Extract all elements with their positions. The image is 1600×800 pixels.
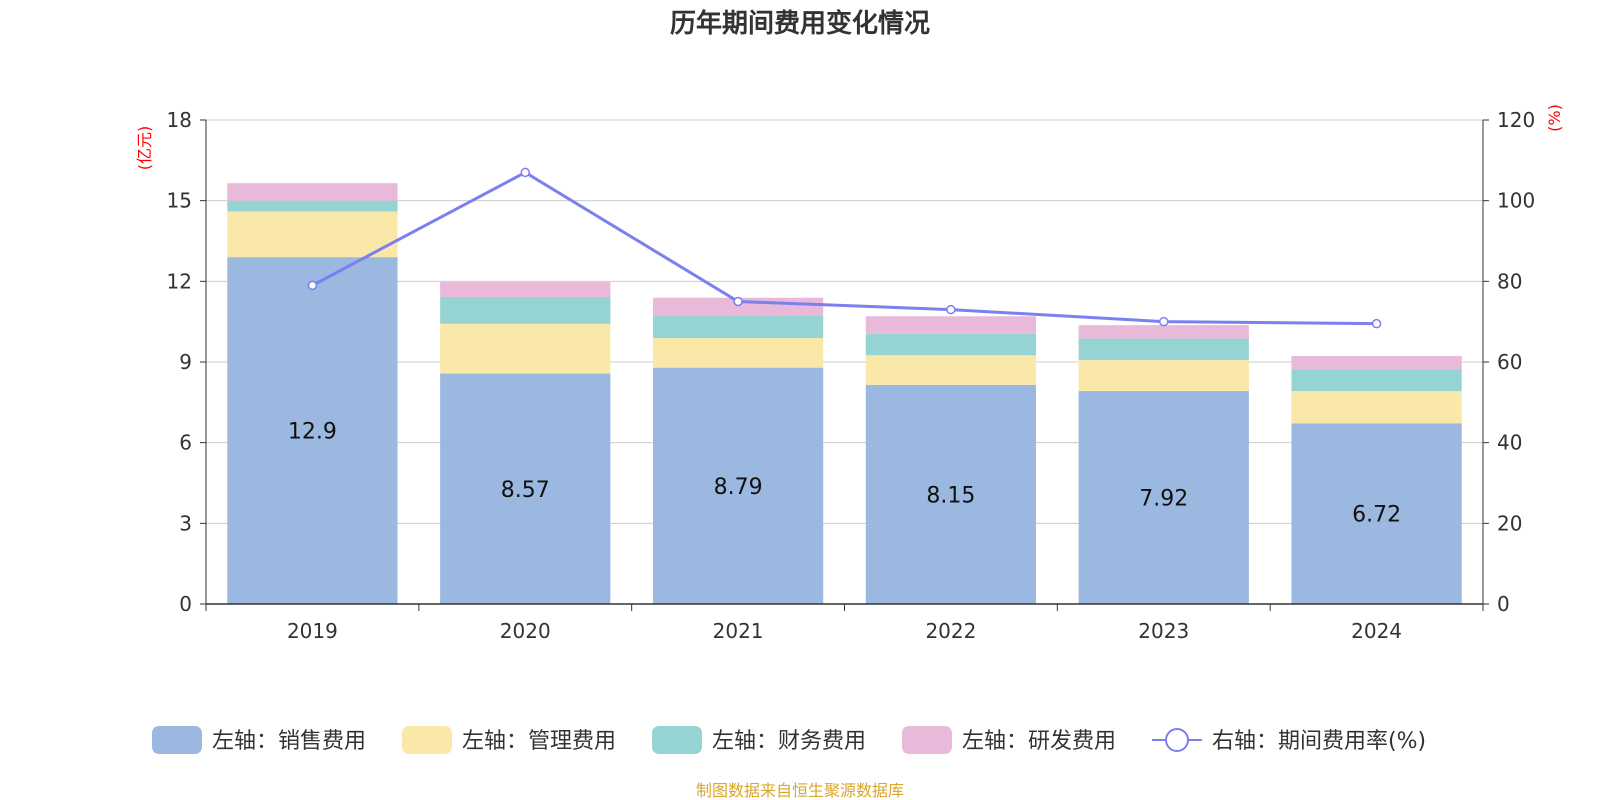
source-note: 制图数据来自恒生聚源数据库 (696, 781, 904, 800)
right-tick-label: 0 (1497, 592, 1510, 616)
axes: 0 3 6 9 12 15 18 0 20 40 60 80 100 120 2019 2020 2021 202… (167, 108, 1536, 643)
x-tick-label: 2021 (713, 619, 764, 643)
bar-segment-1 (1291, 423, 1462, 604)
right-tick-label: 20 (1497, 511, 1522, 535)
left-tick-label: 3 (179, 511, 192, 535)
chart-title: 历年期间费用变化情况 (670, 8, 930, 39)
rate-point (1371, 318, 1382, 329)
legend: 左轴：销售费用 左轴：管理费用 左轴：财务费用 左轴：研发费用 右轴：期间费用率(%) (152, 726, 1426, 754)
rate-point (1159, 316, 1169, 327)
bar-segment-1 (1078, 391, 1249, 604)
bar-segment-3 (865, 333, 1037, 356)
bar-segment-1 (865, 384, 1037, 604)
bar-data-label: 7.92 (1139, 487, 1188, 512)
bar-segment-1 (227, 257, 398, 604)
bar-segment-1 (440, 373, 611, 604)
bar-segment-3 (652, 315, 824, 339)
legend-swatch (402, 726, 452, 754)
left-tick-label: 18 (167, 108, 192, 132)
rate-line (307, 167, 1382, 329)
bar-segment-3 (1291, 369, 1462, 392)
bar-segment-1 (652, 367, 824, 604)
x-tick-label: 2024 (1351, 619, 1402, 643)
legend-label: 左轴：研发费用 (962, 729, 1116, 754)
bar-segment-4 (1291, 356, 1462, 370)
rate-point (946, 304, 956, 315)
right-axis-unit: (%) (1545, 104, 1564, 132)
x-tick-label: 2022 (925, 619, 976, 643)
legend-marker-icon (1165, 728, 1189, 752)
bar-segment-2 (1291, 391, 1462, 424)
right-tick-label: 100 (1497, 189, 1535, 213)
x-tick-label: 2019 (287, 619, 338, 643)
right-tick-label: 60 (1497, 350, 1522, 374)
legend-label: 右轴：期间费用率(%) (1212, 729, 1426, 754)
left-tick-label: 15 (167, 189, 192, 213)
rate-point (733, 296, 743, 307)
bar-segment-3 (227, 200, 398, 212)
bar-segment-2 (440, 323, 611, 374)
bar-segment-2 (227, 211, 398, 258)
legend-swatch (902, 726, 952, 754)
bar-segment-4 (1078, 325, 1249, 339)
legend-swatch (152, 726, 202, 754)
rate-point (307, 280, 318, 291)
bar-segment-2 (652, 338, 824, 368)
left-tick-label: 12 (167, 269, 192, 293)
left-tick-label: 6 (179, 431, 192, 455)
x-tick-label: 2023 (1138, 619, 1189, 643)
bar-data-label: 8.15 (926, 483, 975, 508)
right-tick-label: 120 (1497, 108, 1535, 132)
bar-segment-2 (1078, 360, 1249, 392)
bar-segment-3 (1078, 338, 1249, 361)
left-tick-label: 0 (179, 592, 192, 616)
x-tick-label: 2020 (500, 619, 551, 643)
bar-data-label: 12.9 (288, 420, 337, 445)
gridlines (206, 119, 1483, 524)
left-axis-unit: (亿元) (135, 126, 154, 171)
bar-segment-4 (865, 316, 1037, 334)
legend-label: 左轴：销售费用 (212, 729, 366, 754)
bar-segment-2 (865, 355, 1037, 385)
right-tick-label: 80 (1497, 269, 1522, 293)
bar-labels: 12.9 8.57 8.79 8.15 7.92 6.72 (288, 420, 1401, 528)
bar-segment-4 (440, 282, 611, 297)
bars (227, 183, 1462, 604)
bar-segment-3 (440, 296, 611, 324)
bar-data-label: 6.72 (1352, 503, 1401, 528)
rate-polyline (311, 170, 1377, 326)
bar-segment-4 (227, 183, 398, 201)
legend-swatch (652, 726, 702, 754)
legend-label: 左轴：管理费用 (462, 729, 616, 754)
bar-data-label: 8.57 (501, 478, 550, 503)
right-tick-label: 40 (1497, 431, 1522, 455)
left-tick-label: 9 (179, 350, 192, 374)
bar-data-label: 8.79 (714, 475, 763, 500)
legend-label: 左轴：财务费用 (712, 729, 866, 754)
rate-point (520, 167, 530, 178)
